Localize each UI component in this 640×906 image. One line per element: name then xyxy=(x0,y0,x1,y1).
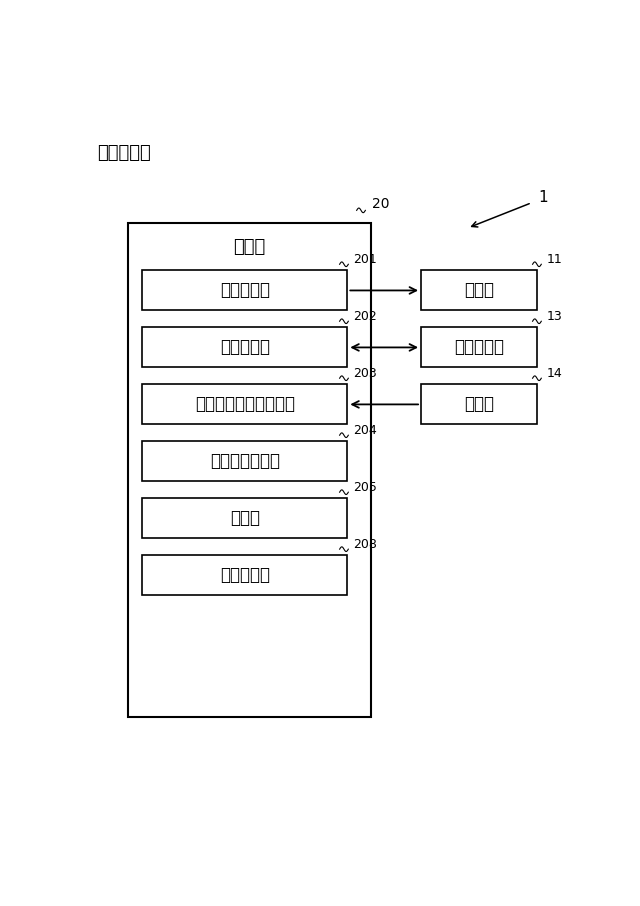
Bar xyxy=(142,384,348,424)
Text: 205: 205 xyxy=(353,481,378,494)
Text: 画像生成部: 画像生成部 xyxy=(220,282,269,300)
Text: 202: 202 xyxy=(353,310,378,323)
Text: 11: 11 xyxy=(547,253,563,266)
Text: 1: 1 xyxy=(539,189,548,205)
Bar xyxy=(142,270,348,311)
Text: キャリブレーション部: キャリブレーション部 xyxy=(195,395,294,413)
Bar xyxy=(421,384,537,424)
Text: 検出基準制御部: 検出基準制御部 xyxy=(210,452,280,470)
Bar xyxy=(142,441,348,481)
Text: 操作検出器: 操作検出器 xyxy=(454,339,504,356)
Text: 制御部: 制御部 xyxy=(233,238,266,256)
Text: 208: 208 xyxy=(353,538,378,551)
Bar xyxy=(128,223,371,717)
Text: 【図１７】: 【図１７】 xyxy=(97,144,151,162)
Text: 203: 203 xyxy=(353,367,378,381)
Bar xyxy=(142,327,348,368)
Text: 20: 20 xyxy=(372,198,390,211)
Text: 201: 201 xyxy=(353,253,378,266)
Bar xyxy=(421,327,537,368)
Bar xyxy=(142,555,348,595)
Text: 13: 13 xyxy=(547,310,563,323)
Text: 表示器: 表示器 xyxy=(464,282,494,300)
Text: 集音器: 集音器 xyxy=(464,395,494,413)
Bar xyxy=(142,498,348,538)
Text: 記憶部: 記憶部 xyxy=(230,509,260,527)
Text: 204: 204 xyxy=(353,424,378,437)
Text: 音声検出部: 音声検出部 xyxy=(220,566,269,584)
Text: 表示制御部: 表示制御部 xyxy=(220,339,269,356)
Bar xyxy=(421,270,537,311)
Text: 14: 14 xyxy=(547,367,563,381)
